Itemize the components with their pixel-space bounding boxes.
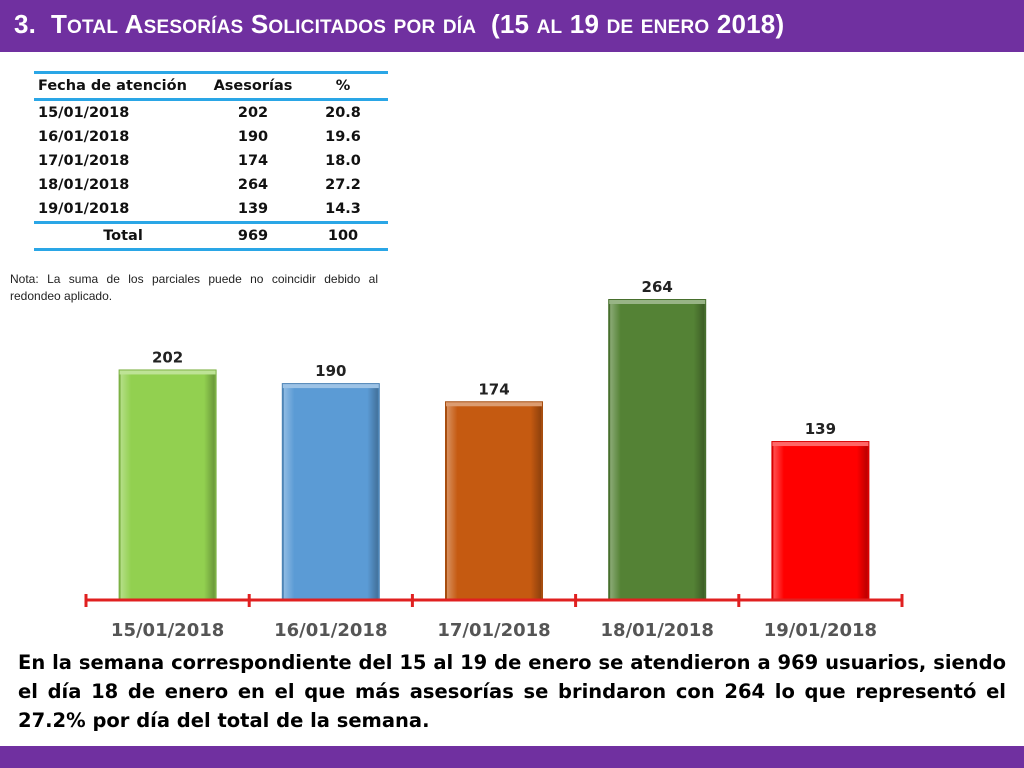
bar-top-highlight	[282, 384, 379, 389]
table-row: 15/01/2018 202 20.8	[34, 100, 388, 126]
cell-asesorias: 202	[237, 105, 269, 121]
table-total-row: Total 969 100	[34, 222, 388, 250]
data-label: 190	[315, 362, 346, 380]
title-range-al: al	[536, 17, 563, 38]
bar-17/01/2018	[445, 401, 543, 601]
bar-top-highlight	[772, 442, 869, 447]
bar-15/01/2018	[118, 369, 217, 601]
title-bar: 3. Total Asesorías Solicitados por día (…	[0, 0, 1024, 52]
title-range-enero: enero	[640, 17, 710, 38]
bar-top-highlight	[119, 370, 216, 375]
cell-asesorias: 174	[237, 153, 269, 169]
cell-fecha: 17/01/2018	[38, 153, 130, 169]
cell-asesorias: 264	[237, 177, 269, 193]
cell-pct: 19.6	[325, 129, 361, 145]
table-row: 18/01/2018 264 27.2	[34, 173, 388, 197]
x-tick-label: 18/01/2018	[601, 620, 714, 641]
title-range-mid: 19	[569, 9, 600, 39]
col-header-asesorias: Asesorías	[213, 78, 293, 94]
cell-pct: 27.2	[325, 177, 361, 193]
cell-fecha: 19/01/2018	[38, 201, 130, 217]
cell-fecha: 18/01/2018	[38, 177, 130, 193]
col-header-pct: %	[335, 78, 351, 94]
cell-pct: 20.8	[325, 105, 361, 121]
x-tick-label: 19/01/2018	[764, 620, 877, 641]
title-word-rest: por	[393, 17, 436, 38]
bar-chart: 202 15/01/2018 190 16/01/2018 174 17/01/2018 2…	[84, 278, 904, 641]
table-header-row: Fecha de atención Asesorías %	[34, 72, 388, 100]
table-row: 19/01/2018 139 14.3	[34, 197, 388, 223]
data-label: 174	[478, 380, 509, 398]
title-range-de: de	[606, 17, 634, 38]
x-tick-label: 17/01/2018	[437, 620, 550, 641]
title-word-rest: olicitados	[268, 17, 387, 38]
table-row: 16/01/2018 190 19.6	[34, 125, 388, 149]
x-tick-label: 16/01/2018	[274, 620, 387, 641]
table-row: 17/01/2018 174 18.0	[34, 149, 388, 173]
summary-text: En la semana correspondiente del 15 al 1…	[18, 651, 1006, 732]
total-asesorias: 969	[237, 228, 269, 244]
total-pct: 100	[327, 228, 359, 244]
bar-top-highlight	[609, 300, 706, 304]
title-number: 3.	[14, 9, 37, 39]
title-range-open: (15	[491, 9, 530, 39]
cell-pct: 14.3	[325, 201, 361, 217]
title-word-initial: T	[50, 9, 68, 39]
cell-pct: 18.0	[325, 153, 361, 169]
title-range-close: 2018)	[716, 9, 785, 39]
title-word-rest: día	[442, 17, 477, 38]
col-header-fecha: Fecha de atención	[38, 78, 187, 94]
title-word-initial: A	[124, 9, 144, 39]
title-word-rest: otal	[67, 17, 119, 38]
data-label: 202	[152, 348, 183, 366]
cell-asesorias: 190	[237, 129, 269, 145]
data-label: 139	[805, 420, 836, 438]
bar-19/01/2018	[771, 441, 870, 601]
bar-16/01/2018	[281, 383, 380, 601]
data-label: 264	[642, 278, 673, 296]
rounding-note: Nota: La suma de los parciales puede no …	[10, 272, 378, 303]
title-word-rest: sesorías	[143, 17, 244, 38]
bottom-bar	[0, 746, 1024, 768]
cell-asesorias: 139	[237, 201, 269, 217]
slide-title: 3. Total Asesorías Solicitados por día (…	[14, 9, 784, 40]
data-table: Fecha de atención Asesorías % 15/01/2018…	[34, 71, 388, 251]
title-word-initial: S	[250, 9, 269, 39]
cell-fecha: 15/01/2018	[38, 105, 130, 121]
x-tick-label: 15/01/2018	[111, 620, 224, 641]
bar-top-highlight	[446, 402, 542, 407]
cell-fecha: 16/01/2018	[38, 129, 130, 145]
total-label: Total	[103, 228, 143, 244]
bar-18/01/2018	[608, 299, 707, 601]
